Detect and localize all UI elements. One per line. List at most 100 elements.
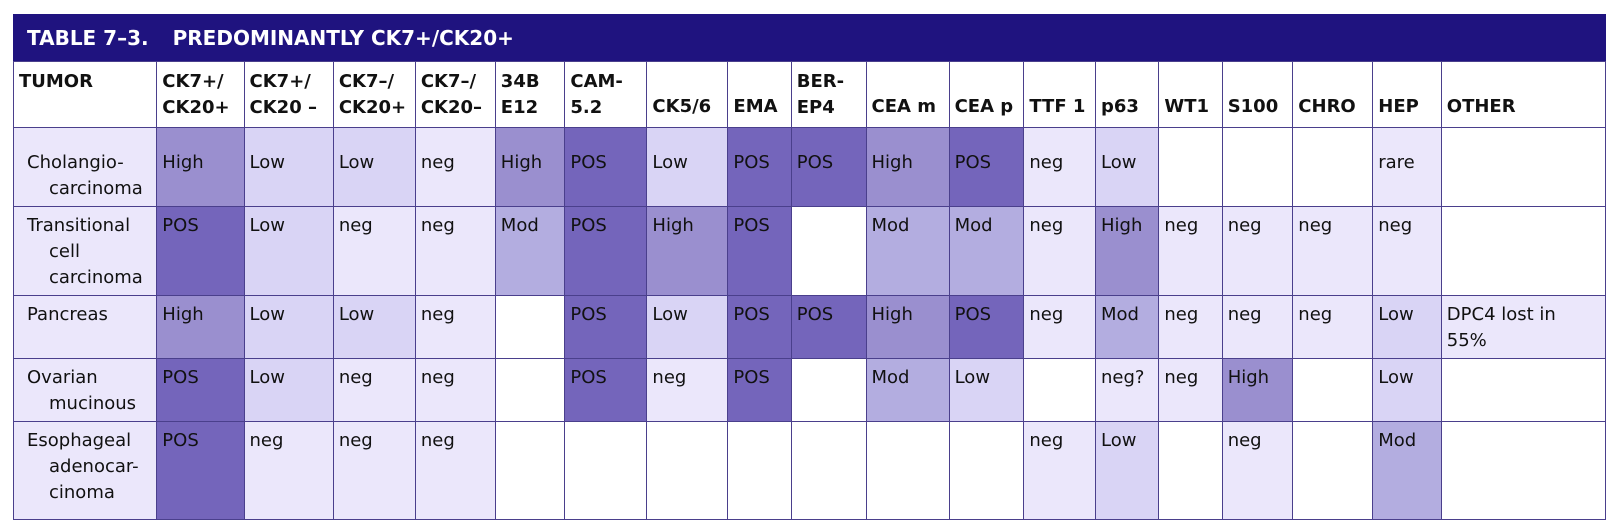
column-header-line: CK20 – — [249, 97, 317, 118]
marker-cell: neg — [1221, 295, 1294, 359]
column-header-tumor: TUMOR — [12, 61, 158, 128]
marker-cell: DPC4 lost in 55% — [1440, 295, 1607, 359]
marker-cell — [790, 358, 867, 422]
marker-cell: Low — [243, 127, 334, 207]
tumor-name-line: carcinoma — [49, 267, 143, 288]
table-title-bar: TABLE 7–3. PREDOMINANTLY CK7+/CK20+ — [13, 14, 1606, 61]
marker-cell: neg? — [1094, 358, 1160, 422]
column-header-line: WT1 — [1164, 96, 1210, 117]
column-header: CHRO — [1292, 61, 1374, 128]
column-header: HEP — [1372, 61, 1442, 128]
table-container: TABLE 7–3. PREDOMINANTLY CK7+/CK20+ — [12, 14, 1607, 520]
marker-cell: POS — [564, 206, 648, 296]
marker-cell: neg — [1292, 295, 1374, 359]
table-row: Transitional cell carcinoma POS Low neg neg Mod… — [12, 206, 1607, 296]
tumor-name-line: Transitional — [27, 215, 131, 236]
table-row: Pancreas High Low Low neg POS Low POS POS High POS… — [12, 295, 1607, 359]
marker-cell: neg — [1158, 206, 1223, 296]
marker-cell: neg — [646, 358, 729, 422]
marker-cell — [1440, 421, 1607, 520]
marker-cell — [1221, 127, 1294, 207]
tumor-name-cell: Ovarian mucinous — [12, 358, 158, 422]
column-header-line: S100 — [1227, 96, 1279, 117]
column-header: WT1 — [1158, 61, 1223, 128]
header-row: TUMOR CK7+/CK20+ CK7+/CK20 – CK7–/CK20+ CK7–… — [12, 61, 1607, 128]
marker-cell: neg — [414, 127, 496, 207]
column-header: S100 — [1221, 61, 1294, 128]
marker-cell: Low — [243, 358, 334, 422]
column-header: CEA p — [948, 61, 1025, 128]
marker-cell: Low — [646, 127, 729, 207]
column-header: EMA — [727, 61, 792, 128]
marker-cell: Mod — [1372, 421, 1442, 520]
column-header: p63 — [1094, 61, 1160, 128]
column-header: CAM- 5.2 — [564, 61, 648, 128]
column-header-line: CK5/6 — [652, 96, 712, 117]
marker-cell: neg — [1023, 127, 1096, 207]
column-header-line: CHRO — [1298, 96, 1356, 117]
column-header: CK5/6 — [646, 61, 729, 128]
marker-cell: Low — [1372, 358, 1442, 422]
column-header-line: CEA p — [954, 96, 1014, 117]
column-header-line: CK20– — [420, 97, 483, 118]
marker-cell: Low — [948, 358, 1025, 422]
column-header-line: CEA m — [871, 96, 936, 117]
marker-cell: POS — [564, 127, 648, 207]
marker-cell: POS — [727, 295, 792, 359]
column-header-line: 34B — [500, 71, 540, 92]
marker-cell: Low — [243, 295, 334, 359]
tumor-name-cell: Transitional cell carcinoma — [12, 206, 158, 296]
marker-cell — [1023, 358, 1096, 422]
marker-cell: neg — [1221, 421, 1294, 520]
marker-cell: Mod — [494, 206, 566, 296]
marker-cell — [1158, 127, 1223, 207]
marker-cell: High — [494, 127, 566, 207]
marker-cell: POS — [564, 295, 648, 359]
column-header-line: CK20+ — [338, 97, 407, 118]
marker-cell: Mod — [1094, 295, 1160, 359]
marker-cell — [646, 421, 729, 520]
marker-table: TUMOR CK7+/CK20+ CK7+/CK20 – CK7–/CK20+ CK7–… — [12, 61, 1607, 520]
marker-cell: Low — [646, 295, 729, 359]
column-header-line: TUMOR — [19, 71, 93, 92]
table-title: PREDOMINANTLY CK7+/CK20+ — [172, 25, 514, 50]
column-header: CK7–/ CK20– — [414, 61, 496, 128]
tumor-name-line: adenocar- — [49, 456, 139, 477]
marker-cell: High — [865, 295, 950, 359]
marker-cell — [494, 358, 566, 422]
marker-cell: High — [865, 127, 950, 207]
tumor-name-cell: Cholangio-carcinoma — [12, 127, 158, 207]
table-row: Ovarian mucinous POS Low neg neg POS neg POS Mod L… — [12, 358, 1607, 422]
column-header-line: p63 — [1101, 96, 1139, 117]
marker-cell: High — [646, 206, 729, 296]
marker-cell: POS — [727, 127, 792, 207]
marker-cell: neg — [1023, 295, 1096, 359]
column-header: OTHER — [1440, 61, 1607, 128]
column-header-line: TTF 1 — [1029, 96, 1086, 117]
column-header-line: CK7+/ — [162, 71, 224, 92]
column-header-line: OTHER — [1446, 96, 1516, 117]
column-header-line: HEP — [1378, 96, 1419, 117]
marker-cell: neg — [243, 421, 334, 520]
marker-cell: POS — [727, 358, 792, 422]
marker-cell: POS — [156, 358, 245, 422]
marker-cell: neg — [1023, 421, 1096, 520]
marker-cell: Mod — [865, 206, 950, 296]
marker-cell — [1292, 127, 1374, 207]
marker-cell — [1158, 421, 1223, 520]
marker-cell — [1292, 358, 1374, 422]
marker-cell — [1440, 127, 1607, 207]
tumor-name-line: mucinous — [49, 393, 137, 414]
column-header-line: CK7–/ — [338, 71, 395, 92]
column-header: 34B E12 — [494, 61, 566, 128]
marker-cell: Mod — [865, 358, 950, 422]
marker-cell: POS — [564, 358, 648, 422]
column-header-line: CK7–/ — [420, 71, 477, 92]
marker-cell: Low — [243, 206, 334, 296]
column-header-line: BER- — [796, 71, 845, 92]
marker-cell: neg — [332, 358, 416, 422]
table-row: Cholangio-carcinoma High Low Low neg High POS L… — [12, 127, 1607, 207]
marker-cell: Mod — [948, 206, 1025, 296]
marker-cell: Low — [332, 127, 416, 207]
marker-cell: POS — [156, 206, 245, 296]
